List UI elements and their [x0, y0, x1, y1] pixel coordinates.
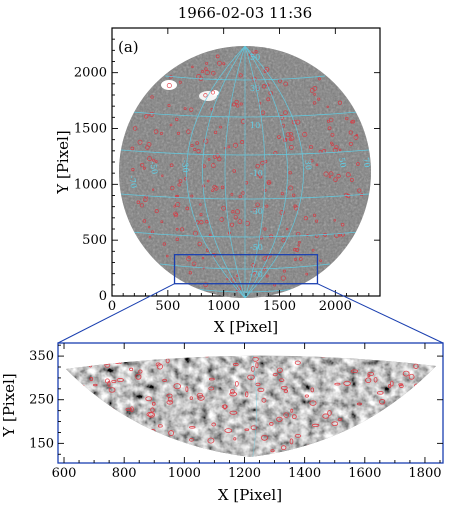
top-x-axis-title: X [Pixel]: [214, 318, 278, 336]
svg-text:50: 50: [337, 157, 348, 169]
panel-label: (a): [118, 38, 139, 56]
x-tick-label: 1000: [207, 299, 240, 314]
bottom-x-axis-title: X [Pixel]: [218, 486, 282, 504]
zoom-region-box: [173, 254, 319, 285]
bottom-y-axis-title: Y [Pixel]: [0, 373, 18, 437]
y-tick-label: 350: [29, 349, 54, 364]
svg-text:-50: -50: [250, 243, 263, 252]
bright-plage: [161, 80, 177, 90]
y-tick-label: 2000: [74, 66, 107, 81]
x-tick-label: 1600: [348, 466, 381, 481]
svg-text:50: 50: [250, 53, 260, 62]
bottom-panel: X [Pixel] Y [Pixel]: [0, 342, 444, 504]
svg-text:30: 30: [250, 84, 260, 93]
x-tick-label: 1500: [263, 299, 296, 314]
x-tick-label: 600: [52, 466, 77, 481]
svg-text:10: 10: [250, 121, 260, 130]
x-tick-label: 1200: [228, 466, 261, 481]
figure-title: 1966-02-03 11:36: [178, 4, 312, 22]
latitude-labels: 50 30 10 -10 -30 -50 -70: [250, 53, 263, 279]
x-tick-label: 800: [112, 466, 137, 481]
x-tick-label: 1400: [288, 466, 321, 481]
y-tick-label: 500: [82, 233, 107, 248]
solar-disk: 50 30 10 -10 -30 -50 -70 -70 -50 -30 30 …: [119, 46, 372, 298]
top-panel-ticks: [111, 28, 380, 297]
svg-text:-50: -50: [148, 161, 159, 175]
heliographic-grid: [120, 46, 370, 298]
y-tick-label: 250: [29, 393, 54, 408]
y-tick-label: 0: [99, 289, 107, 304]
zoom-connector-left: [57, 283, 175, 344]
svg-text:30: 30: [303, 159, 313, 170]
top-y-axis-title: Y [Pixel]: [54, 130, 72, 194]
longitude-labels: -70 -50 -30 30 50 70: [127, 157, 372, 189]
svg-text:-30: -30: [250, 207, 263, 216]
zoom-connector-right: [317, 283, 444, 344]
x-tick-label: 500: [155, 299, 180, 314]
x-tick-label: 1000: [168, 466, 201, 481]
svg-text:70: 70: [361, 157, 372, 169]
svg-text:-10: -10: [250, 169, 263, 178]
svg-text:-70: -70: [127, 175, 138, 189]
bottom-panel-ticks: [58, 343, 443, 463]
y-tick-label: 1500: [74, 122, 107, 137]
red-contours: [130, 50, 364, 293]
x-tick-label: 2000: [319, 299, 352, 314]
y-tick-label: 1000: [74, 177, 107, 192]
top-panel: 50 30 10 -10 -30 -50 -70 -70 -50 -30 30 …: [54, 27, 381, 336]
svg-text:-70: -70: [250, 270, 263, 279]
y-tick-label: 150: [29, 436, 54, 451]
x-tick-label: 1800: [408, 466, 441, 481]
svg-text:-30: -30: [180, 159, 190, 173]
x-tick-label: 0: [108, 299, 116, 314]
